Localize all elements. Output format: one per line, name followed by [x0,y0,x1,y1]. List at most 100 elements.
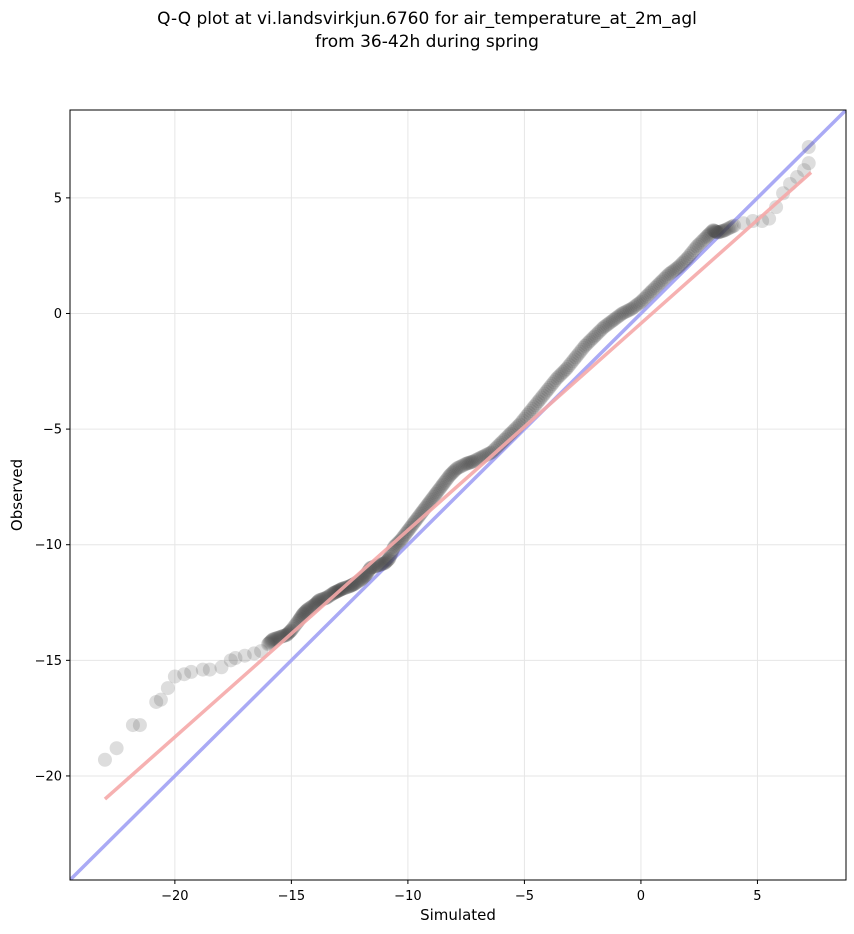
data-point [714,224,729,239]
data-point [719,222,734,237]
data-point [389,537,404,552]
data-point [630,297,645,312]
data-point [612,308,627,323]
data-point [435,477,450,492]
x-tick-label: 5 [753,889,761,904]
data-point [536,388,551,403]
data-point [265,632,280,647]
data-point [554,366,569,381]
data-point [616,305,631,320]
data-point [702,226,717,241]
x-tick-label: −10 [394,889,421,904]
data-point [423,494,438,509]
data-point [425,491,440,506]
data-point [762,211,777,226]
data-point [640,288,655,303]
data-point [720,221,735,236]
data-point [261,636,276,651]
data-point [457,457,472,472]
data-point [487,442,502,457]
data-point [565,354,580,369]
data-point [593,323,608,338]
data-point [542,380,557,395]
y-tick-label: −15 [35,654,62,669]
data-point [654,274,669,289]
data-point [327,585,342,600]
data-point [528,398,543,413]
x-tick-label: −5 [515,889,534,904]
data-point [296,607,311,622]
data-point [672,258,687,273]
data-point [663,266,678,281]
data-point [483,445,498,460]
data-point [609,311,624,326]
data-point [694,234,709,249]
data-point [703,225,718,240]
data-point [449,461,464,476]
data-point [545,377,560,392]
data-point [710,225,725,240]
data-point [801,156,816,171]
data-point [383,547,398,562]
data-point [392,534,407,549]
data-point [469,452,484,467]
data-point [167,669,182,684]
y-tick-label: 0 [54,307,62,322]
data-point [463,455,478,470]
data-point [576,340,591,355]
data-point [675,255,690,270]
data-point [581,335,596,350]
data-point [568,350,583,365]
data-point [428,486,443,501]
data-point [618,304,633,319]
reference-line [70,110,846,880]
data-point [297,605,312,620]
data-point [585,331,600,346]
data-point [707,224,722,239]
data-point [300,602,315,617]
data-point [669,261,684,276]
data-point [657,271,672,286]
data-point [546,375,561,390]
data-point [444,467,459,482]
data-point [109,741,124,756]
data-point [550,371,565,386]
data-point [710,225,725,240]
data-point [281,626,296,641]
data-point [237,648,252,663]
data-point [543,378,558,393]
data-point [285,621,300,636]
data-point [660,268,675,283]
data-point [680,250,695,265]
data-point [322,588,337,603]
data-point [448,462,463,477]
data-point [149,694,164,709]
data-point [532,392,547,407]
data-point [745,213,760,228]
data-point [596,320,611,335]
data-point [459,456,474,471]
data-point [299,604,314,619]
data-point [613,307,628,322]
data-point [279,627,294,642]
data-point [705,224,720,239]
data-point [655,273,670,288]
data-point [643,285,658,300]
data-point [678,252,693,267]
data-point [326,586,341,601]
data-point [574,342,589,357]
data-point [605,313,620,328]
data-point [651,277,666,292]
data-point [277,628,292,643]
data-point [153,692,168,707]
data-point [701,227,716,242]
data-point [537,386,552,401]
data-point [262,635,277,650]
data-point [432,482,447,497]
data-point [379,553,394,568]
data-point [626,300,641,315]
data-point [725,219,740,234]
data-point [685,245,700,260]
data-point [604,314,619,329]
data-point [689,239,704,254]
